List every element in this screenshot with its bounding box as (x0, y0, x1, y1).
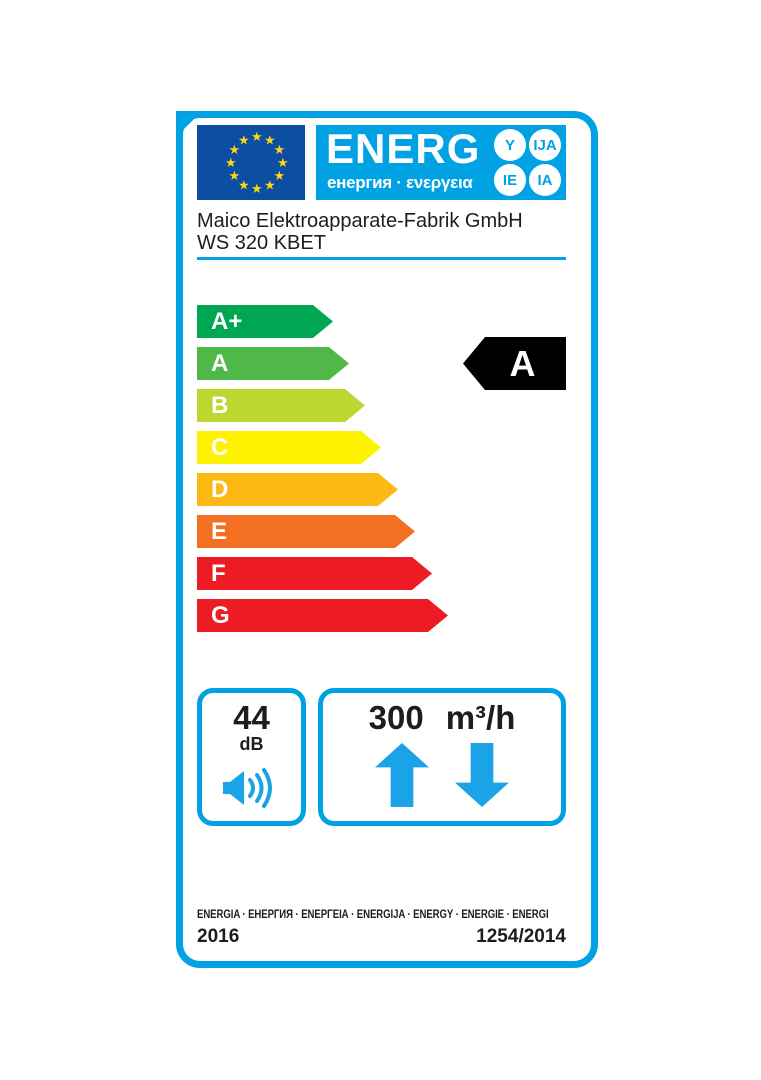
energ-language-badges: Y IJA IE IA (494, 129, 561, 196)
model-name: WS 320 KBET (197, 232, 326, 254)
scale-arrow-label: B (211, 391, 229, 419)
scale-arrow-g: G (197, 599, 448, 632)
noise-box: 44 dB (197, 688, 306, 826)
speaker-icon (202, 763, 301, 818)
scale-arrow-label: D (211, 475, 229, 503)
energ-title: ENERG (326, 125, 481, 172)
scale-arrow-label: A (211, 349, 229, 377)
label-year: 2016 (197, 926, 240, 947)
arrow-up-icon (375, 743, 429, 807)
noise-unit: dB (239, 734, 264, 754)
airflow-unit: m³/h (445, 699, 516, 736)
rating-indicator-arrow: A (463, 337, 566, 390)
energ-subtitle: енергия · ενεργεια (327, 173, 473, 192)
scale-arrow-label: G (211, 601, 230, 629)
arrow-down-icon (455, 743, 509, 807)
eu-flag: ★ ★ ★ ★ ★ ★ ★ ★ ★ ★ ★ ★ (197, 125, 305, 200)
badge-ia: IA (529, 164, 561, 196)
scale-arrow-f: F (197, 557, 432, 590)
scale-arrow-label: C (211, 433, 229, 461)
footer-row: 2016 1254/2014 (197, 926, 566, 948)
badge-ie: IE (494, 164, 526, 196)
scale-arrow-e: E (197, 515, 415, 548)
rating-scale: A+ A B C D E F G (197, 305, 448, 641)
supplier-name: Maico Elektroapparate-Fabrik GmbH (197, 210, 523, 232)
scale-arrow-label: F (211, 559, 226, 587)
scale-arrow-b: B (197, 389, 365, 422)
scale-arrow-a: A (197, 347, 349, 380)
badge-y: Y (494, 129, 526, 161)
noise-value: 44 (233, 699, 270, 736)
regulation-number: 1254/2014 (476, 926, 566, 947)
badge-ija: IJA (529, 129, 561, 161)
energ-wordmark: ENERG енергия · ενεργεια Y IJA IE IA (316, 125, 566, 200)
scale-arrow-label: E (211, 517, 228, 545)
rating-letter: A (509, 342, 536, 384)
airflow-box: 300 m³/h (318, 688, 566, 826)
scale-arrow-label: A+ (211, 307, 243, 335)
scale-arrow-a-plus: A+ (197, 305, 333, 338)
airflow-value: 300 (368, 699, 424, 736)
supplier-block: Maico Elektroapparate-Fabrik GmbH WS 320… (197, 210, 523, 254)
scale-arrow-d: D (197, 473, 398, 506)
divider (197, 257, 566, 260)
scale-arrow-c: C (197, 431, 381, 464)
energy-words: ENERGIA · ЕНЕРГИЯ · ΕΝΕΡΓΕΙΑ · ENERGIJA … (197, 907, 549, 921)
